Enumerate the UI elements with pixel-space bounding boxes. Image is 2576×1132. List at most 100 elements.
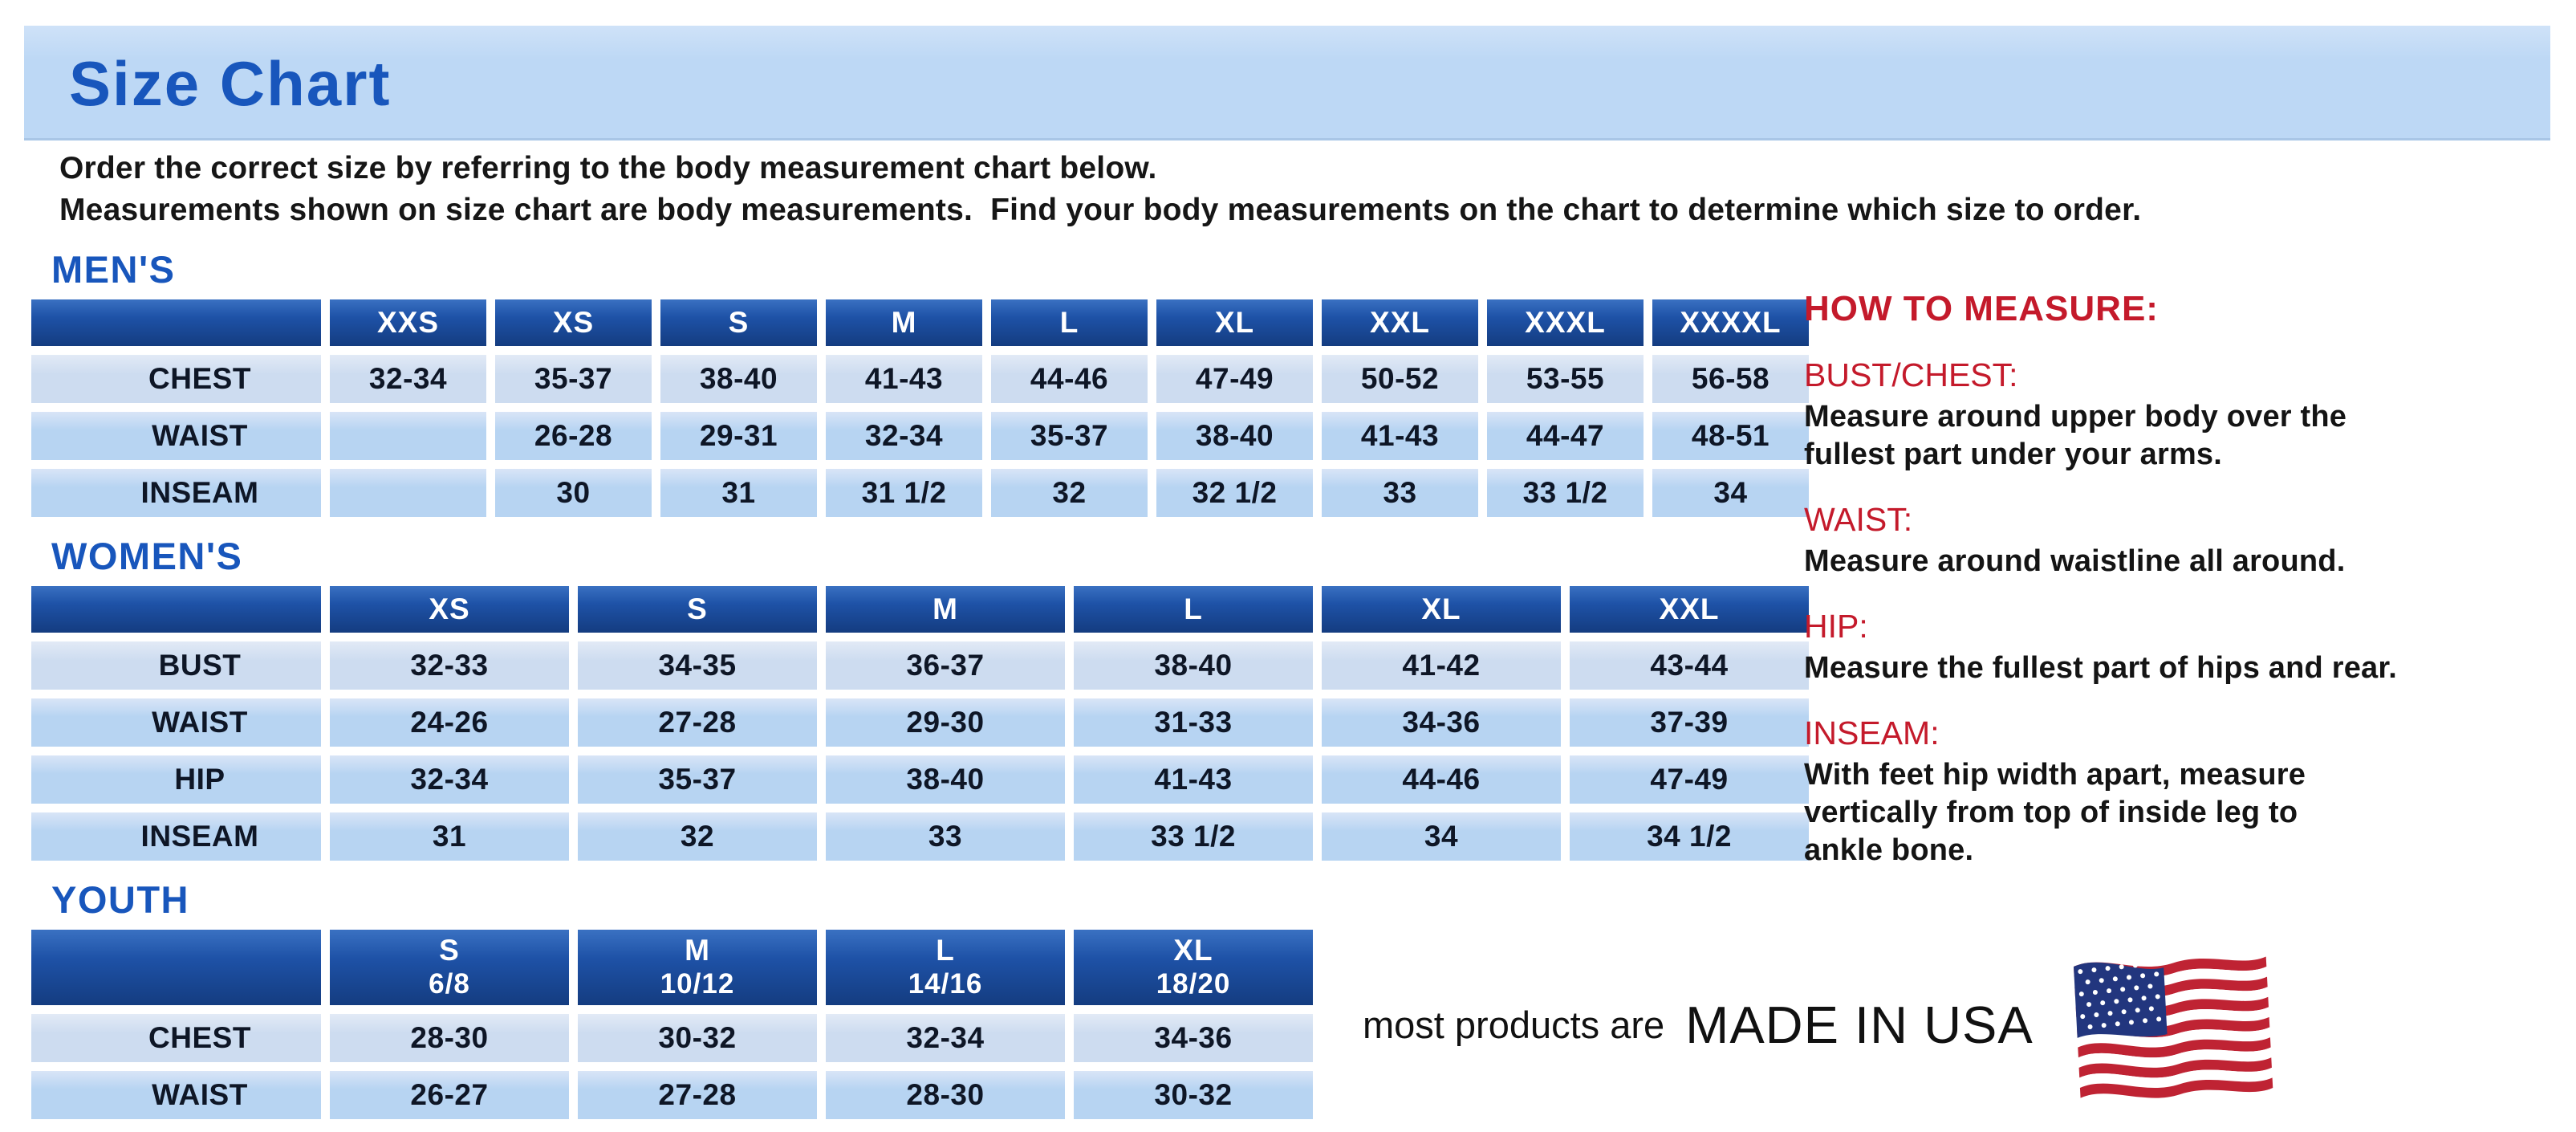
column-header: L <box>1074 586 1313 633</box>
youth-heading: YOUTH <box>51 878 189 921</box>
measure-label: INSEAM: <box>1804 715 1940 751</box>
measure-label: HIP: <box>1804 608 1868 645</box>
table-row: WAIST 24-26 27-28 29-30 31-33 34-36 37-39 <box>31 698 1809 747</box>
measure-text: Measure around waistline all around. <box>1804 544 2346 578</box>
header-row: XXS XS S M L XL XXL XXXL XXXXL <box>31 299 1809 346</box>
size-cell: 38-40 <box>1074 641 1313 690</box>
column-size-label: S <box>439 934 460 967</box>
size-cell: 41-43 <box>826 355 982 403</box>
intro-text: Order the correct size by referring to t… <box>59 151 2141 234</box>
size-cell: 30-32 <box>578 1014 817 1062</box>
size-cell: 28-30 <box>330 1014 569 1062</box>
size-cell: 34-36 <box>1074 1014 1313 1062</box>
made-in-usa-row: most products are MADE IN USA <box>1363 944 2277 1105</box>
measure-item: INSEAM: With feet hip width apart, measur… <box>1804 715 2576 869</box>
size-cell: 35-37 <box>495 355 652 403</box>
header-row: S 6/8 M 10/12 L 14/16 XL 18/20 <box>31 930 1313 1005</box>
row-label: INSEAM <box>31 469 321 517</box>
size-cell: 33 1/2 <box>1487 469 1644 517</box>
measure-items: BUST/CHEST: Measure around upper body ove… <box>1804 356 2576 869</box>
size-cell: 33 1/2 <box>1074 812 1313 861</box>
size-cell: 24-26 <box>330 698 569 747</box>
size-cell: 32 1/2 <box>1156 469 1313 517</box>
size-cell: 41-43 <box>1322 412 1478 460</box>
size-cell <box>330 412 486 460</box>
column-header: XXL <box>1570 586 1809 633</box>
womens-size-table: XS S M L XL XXL BUST 32-33 34-35 36-37 38-40 41-42 4… <box>22 577 1818 869</box>
column-range-label: 18/20 <box>1156 968 1231 1000</box>
table-row: CHEST 28-30 30-32 32-34 34-36 <box>31 1014 1313 1062</box>
column-header: XXL <box>1322 299 1478 346</box>
intro-line-1: Order the correct size by referring to t… <box>59 151 1157 185</box>
size-cell: 34 <box>1652 469 1809 517</box>
row-label: WAIST <box>31 412 321 460</box>
column-header: S <box>660 299 817 346</box>
size-cell: 34 <box>1322 812 1561 861</box>
womens-heading: WOMEN'S <box>51 535 243 577</box>
column-header: L <box>991 299 1148 346</box>
measure-label: WAIST: <box>1804 501 1913 538</box>
row-label: CHEST <box>31 1014 321 1062</box>
size-cell: 37-39 <box>1570 698 1809 747</box>
table-row: WAIST 26-27 27-28 28-30 30-32 <box>31 1071 1313 1119</box>
youth-size-table: S 6/8 M 10/12 L 14/16 XL 18/20 CHEST 28-30 30-32 32… <box>22 921 1322 1128</box>
size-cell: 38-40 <box>660 355 817 403</box>
how-to-measure-heading: HOW TO MEASURE: <box>1804 289 2159 328</box>
column-header: XS <box>330 586 569 633</box>
size-cell: 26-27 <box>330 1071 569 1119</box>
size-cell: 35-37 <box>578 755 817 804</box>
corner-header-cell <box>31 586 321 633</box>
size-cell: 56-58 <box>1652 355 1809 403</box>
size-cell: 29-31 <box>660 412 817 460</box>
size-cell: 44-46 <box>991 355 1148 403</box>
page-title: Size Chart <box>69 48 392 119</box>
column-size-label: L <box>936 934 955 967</box>
corner-header-cell <box>31 299 321 346</box>
size-cell: 53-55 <box>1487 355 1644 403</box>
size-cell: 31 1/2 <box>826 469 982 517</box>
size-cell: 38-40 <box>1156 412 1313 460</box>
measure-item: BUST/CHEST: Measure around upper body ove… <box>1804 356 2576 474</box>
made-in-usa-text: MADE IN USA <box>1685 995 2034 1054</box>
size-cell: 50-52 <box>1322 355 1478 403</box>
size-tables: MEN'S XXS XS S M L XL XXL XXXL XXXXL CHEST 32-34 35… <box>22 239 1818 1128</box>
size-cell: 32-34 <box>826 1014 1065 1062</box>
size-cell: 34-35 <box>578 641 817 690</box>
size-cell: 32 <box>578 812 817 861</box>
size-cell: 32 <box>991 469 1148 517</box>
size-cell: 31 <box>330 812 569 861</box>
column-range-label: 14/16 <box>908 968 983 1000</box>
column-header: S 6/8 <box>330 930 569 1005</box>
table-row: INSEAM 30 31 31 1/2 32 32 1/2 33 33 1/2 34 <box>31 469 1809 517</box>
size-cell: 48-51 <box>1652 412 1809 460</box>
size-cell: 44-47 <box>1487 412 1644 460</box>
header-row: XS S M L XL XXL <box>31 586 1809 633</box>
row-label: HIP <box>31 755 321 804</box>
column-header: M <box>826 586 1065 633</box>
us-flag-icon <box>2073 953 2273 1102</box>
mens-heading: MEN'S <box>51 248 176 291</box>
size-cell: 29-30 <box>826 698 1065 747</box>
size-cell: 31-33 <box>1074 698 1313 747</box>
column-header: XXS <box>330 299 486 346</box>
row-label: WAIST <box>31 1071 321 1119</box>
corner-header-cell <box>31 930 321 1005</box>
column-header: XL <box>1322 586 1561 633</box>
row-label: WAIST <box>31 698 321 747</box>
how-to-measure-panel: HOW TO MEASURE: BUST/CHEST: Measure aroun… <box>1804 289 2576 869</box>
size-cell: 34-36 <box>1322 698 1561 747</box>
size-cell: 31 <box>660 469 817 517</box>
size-cell: 30-32 <box>1074 1071 1313 1119</box>
column-size-label: M <box>685 934 710 967</box>
size-cell: 30 <box>495 469 652 517</box>
measure-text: Measure the fullest part of hips and rea… <box>1804 651 2398 685</box>
row-label: CHEST <box>31 355 321 403</box>
column-header: M 10/12 <box>578 930 817 1005</box>
size-cell: 34 1/2 <box>1570 812 1809 861</box>
size-cell: 28-30 <box>826 1071 1065 1119</box>
size-cell: 27-28 <box>578 698 817 747</box>
intro-line-2: Measurements shown on size chart are bod… <box>59 193 2142 227</box>
size-cell <box>330 469 486 517</box>
column-header: M <box>826 299 982 346</box>
